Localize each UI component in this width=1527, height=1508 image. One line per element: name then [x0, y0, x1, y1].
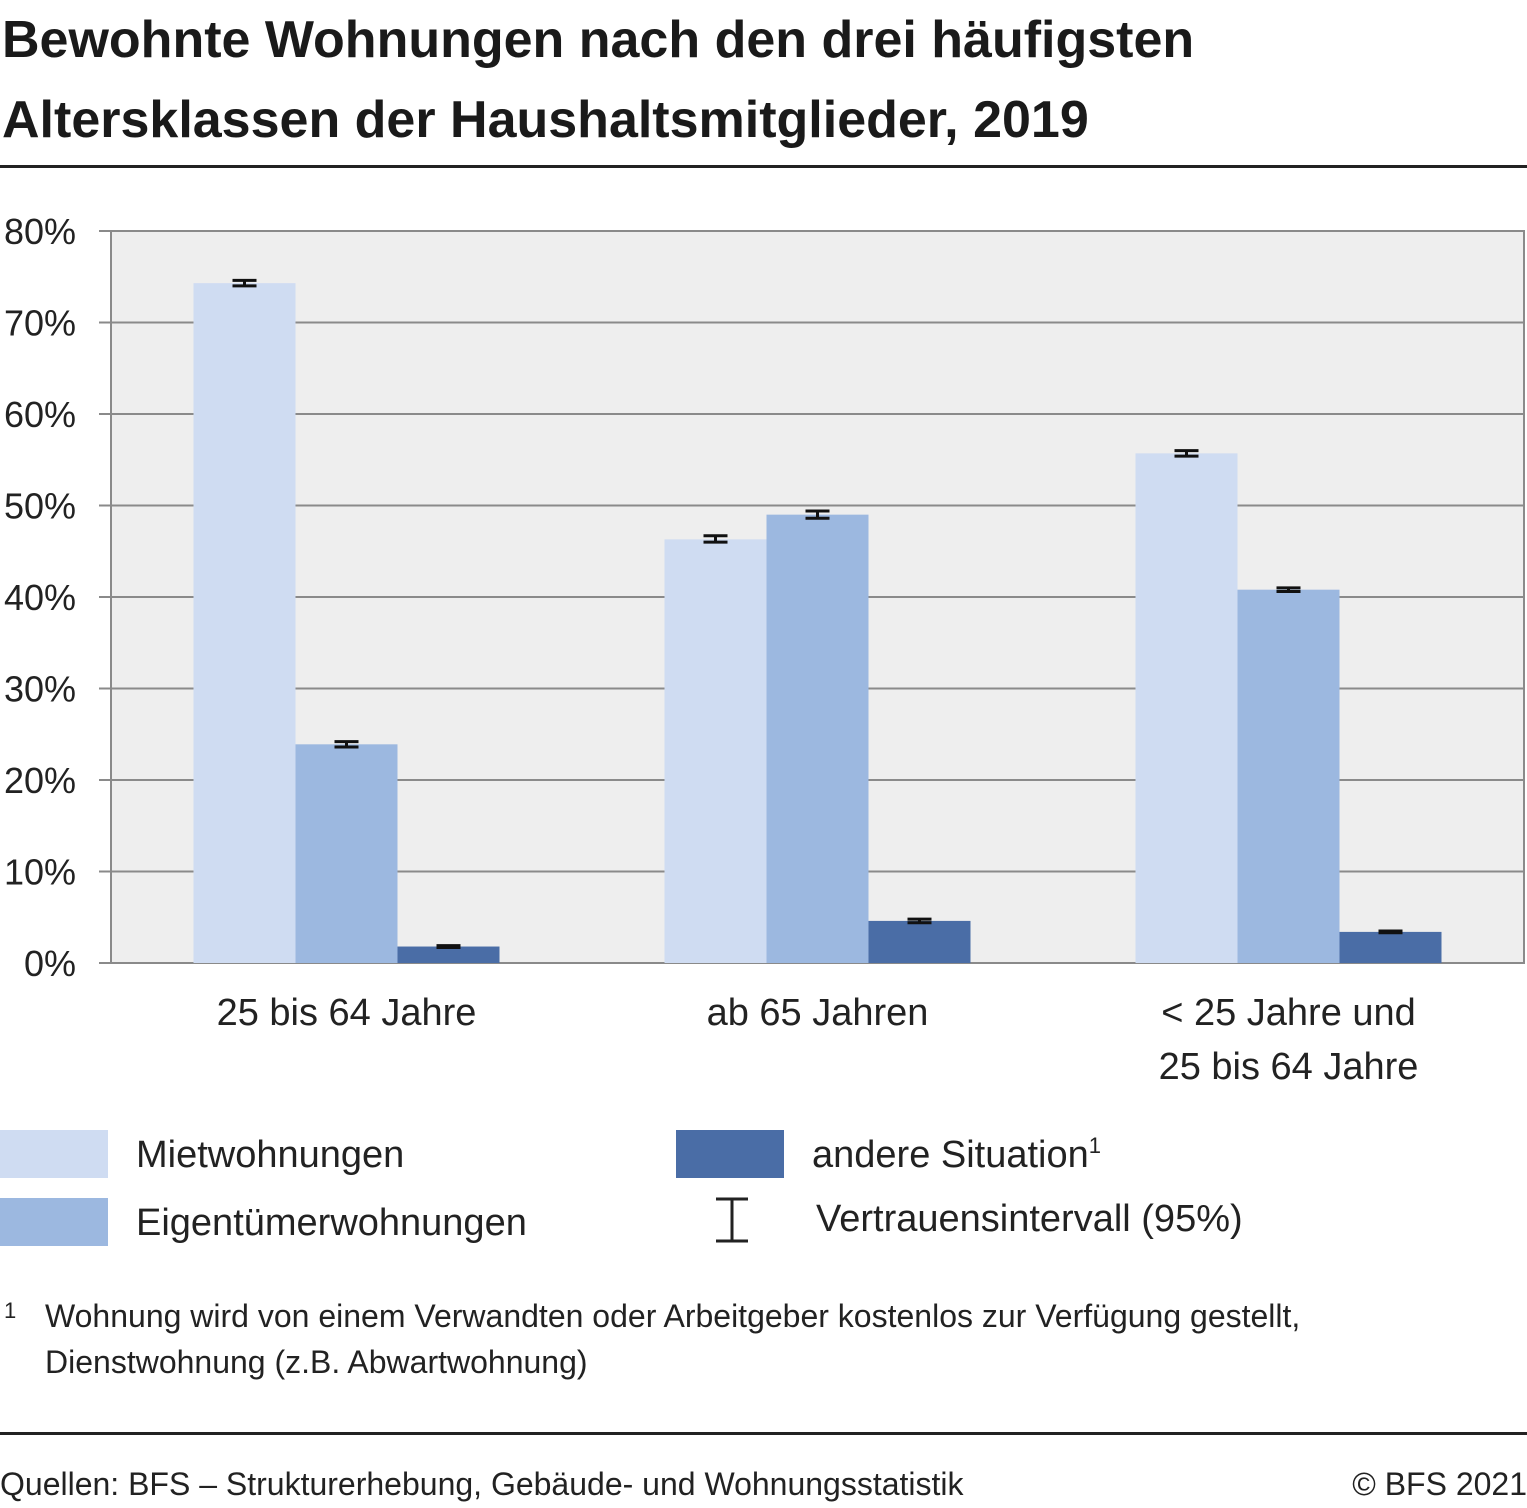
legend-swatch-mietwohnungen	[0, 1130, 108, 1178]
bar	[1237, 589, 1340, 963]
x-category-label: ab 65 Jahren	[707, 992, 929, 1034]
y-tick-label: 50%	[4, 486, 76, 527]
bar	[868, 920, 971, 963]
legend-label-andere-situation-text: andere Situation	[812, 1134, 1089, 1176]
bar	[1339, 931, 1442, 963]
legend-swatch-andere-situation	[676, 1130, 784, 1178]
bar	[397, 946, 500, 963]
y-tick-label: 80%	[4, 211, 76, 252]
footer-divider	[0, 1432, 1527, 1435]
copyright-note: © BFS 2021	[1352, 1466, 1527, 1502]
chart-title: Bewohnte Wohnungen nach den drei häufigs…	[2, 0, 1522, 160]
bar	[295, 744, 398, 963]
legend-label-mietwohnungen: Mietwohnungen	[136, 1134, 405, 1176]
x-category-label: 25 bis 64 Jahre	[217, 992, 477, 1034]
legend-label-eigentuemerwohnungen: Eigentümerwohnungen	[136, 1202, 527, 1244]
y-tick-label: 0%	[24, 943, 76, 984]
footnote-line-1: Wohnung wird von einem Verwandten oder A…	[45, 1298, 1301, 1334]
bar	[193, 283, 296, 963]
y-tick-label: 60%	[4, 394, 76, 435]
footnote-mark: 1	[4, 1298, 17, 1323]
y-tick-label: 20%	[4, 760, 76, 801]
confidence-interval-icon	[716, 1197, 748, 1243]
x-category-label: < 25 Jahre und	[1161, 992, 1416, 1034]
chart-title-line-2: Altersklassen der Haushaltsmitglieder, 2…	[2, 91, 1089, 149]
source-note: Quellen: BFS – Strukturerhebung, Gebäude…	[0, 1466, 964, 1502]
bar-chart: 0% 10% 20% 30% 40% 50% 60% 70% 80% 25 bis 64 Jahr…	[4, 211, 1525, 1088]
title-divider	[0, 165, 1527, 168]
bar	[1135, 453, 1238, 963]
footnote-reference: 1	[1088, 1133, 1102, 1158]
legend-label-andere-situation: andere Situation1	[812, 1131, 1101, 1179]
legend-swatch-eigentuemerwohnungen	[0, 1198, 108, 1246]
y-tick-label: 40%	[4, 577, 76, 618]
legend-label-confidence-interval: Vertrauensintervall (95%)	[816, 1198, 1243, 1240]
chart-title-line-1: Bewohnte Wohnungen nach den drei häufigs…	[2, 11, 1195, 69]
y-tick-label: 30%	[4, 669, 76, 710]
bar	[766, 514, 869, 963]
footnote-text: Wohnung wird von einem Verwandten oder A…	[45, 1293, 1505, 1385]
y-tick-label: 10%	[4, 852, 76, 893]
footnote-line-2: Dienstwohnung (z.B. Abwartwohnung)	[45, 1344, 588, 1380]
y-tick-label: 70%	[4, 303, 76, 344]
bar	[664, 539, 767, 963]
x-category-label: 25 bis 64 Jahre	[1159, 1046, 1419, 1088]
